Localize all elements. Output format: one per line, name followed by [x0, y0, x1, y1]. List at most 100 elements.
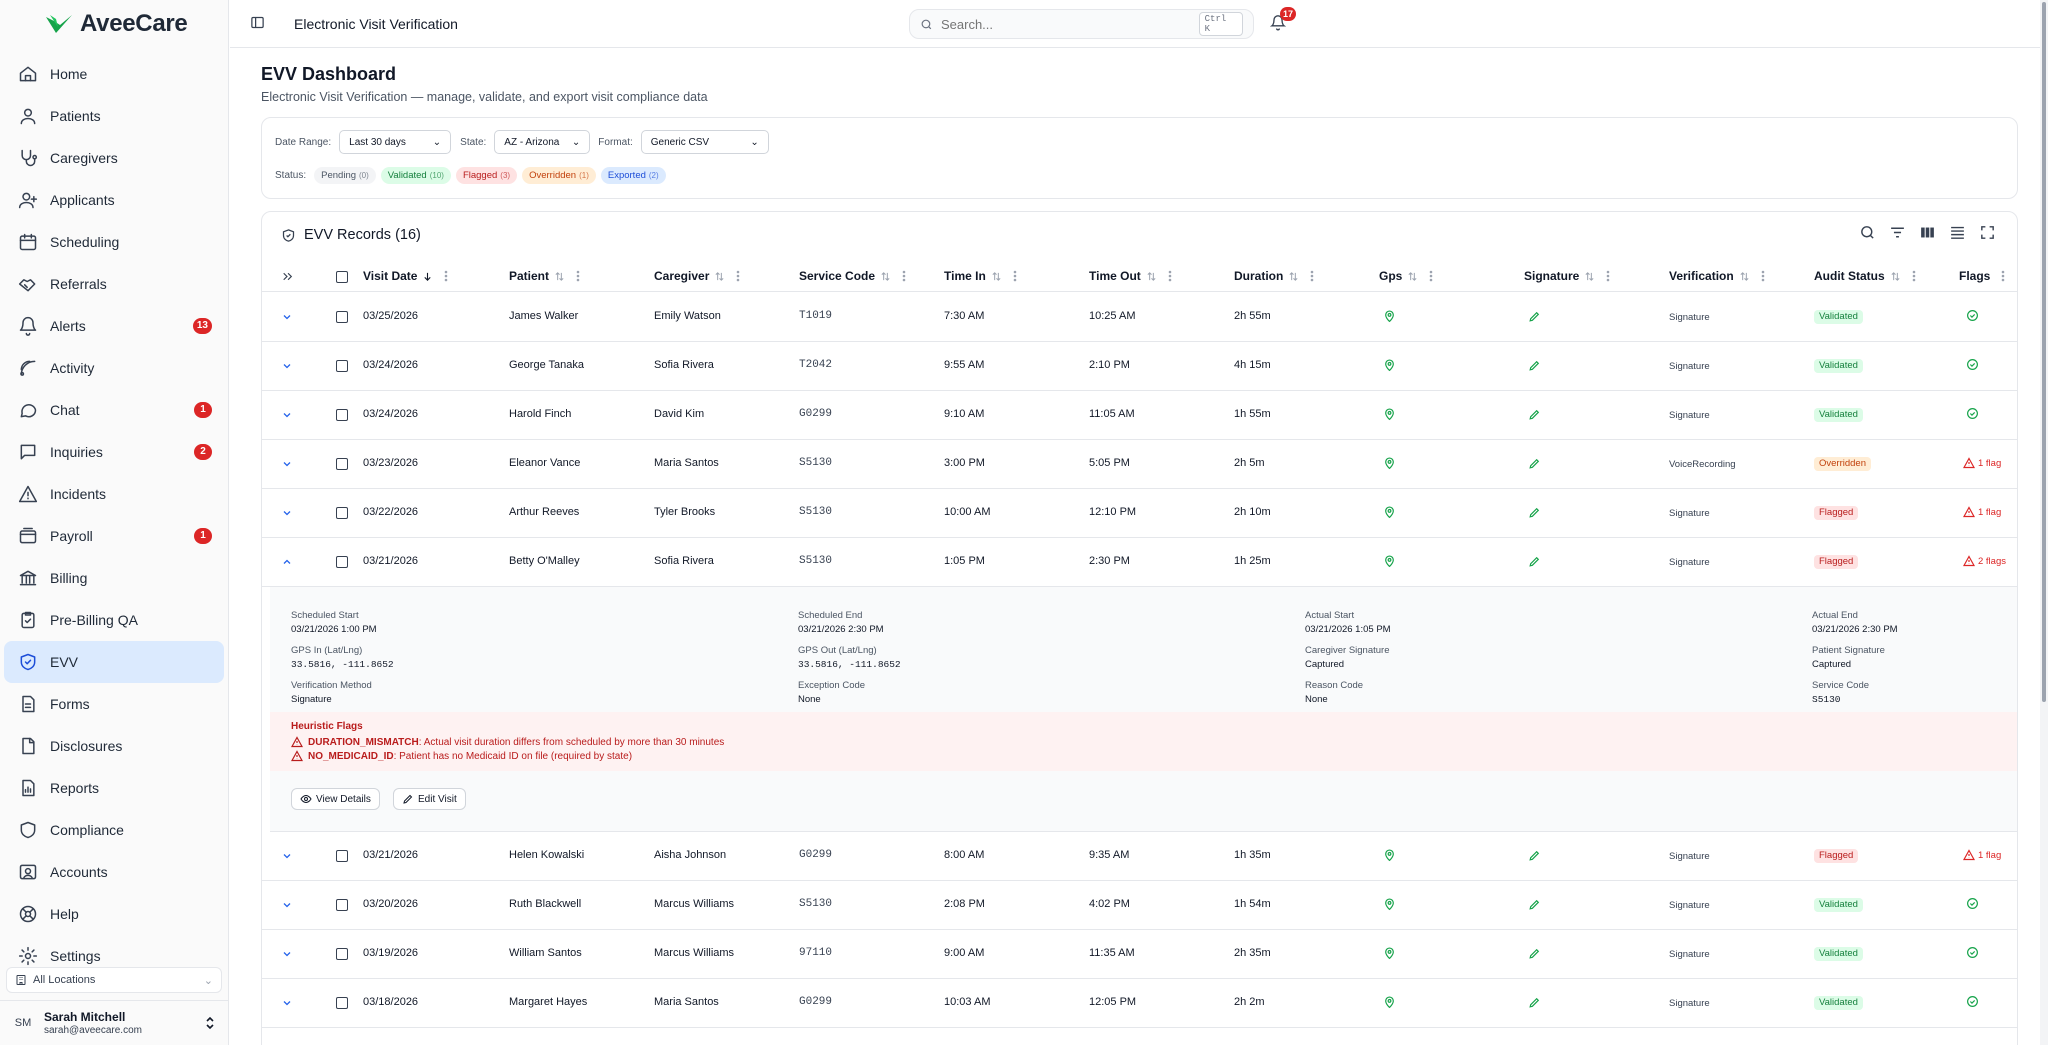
search-input[interactable] [940, 16, 1191, 32]
expand-row-icon[interactable] [281, 311, 293, 323]
caregiver-name[interactable]: Marcus Williams [654, 898, 735, 910]
column-header-flags[interactable]: Flags [1959, 269, 2005, 283]
sidebar-item-applicants[interactable]: Applicants [4, 179, 224, 221]
sidebar-item-payroll[interactable]: Payroll 1 [4, 515, 224, 557]
sort-icon[interactable] [714, 271, 725, 282]
scrollbar-thumb[interactable] [2042, 2, 2046, 702]
column-header-patient[interactable]: Patient [509, 269, 580, 283]
sidebar-item-pre-billing-qa[interactable]: Pre-Billing QA [4, 599, 224, 641]
table-row[interactable]: 03/24/2026 George Tanaka Sofia Rivera T2042… [262, 342, 2017, 391]
sidebar-item-incidents[interactable]: Incidents [4, 473, 224, 515]
row-checkbox[interactable] [336, 948, 348, 960]
row-checkbox[interactable] [336, 850, 348, 862]
patient-name[interactable]: Betty O'Malley [509, 555, 580, 567]
column-header-verification[interactable]: Verification [1669, 269, 1765, 283]
search-icon[interactable] [1859, 224, 1876, 241]
sort-icon[interactable] [1146, 271, 1157, 282]
status-filter-flagged[interactable]: Flagged (3) [455, 167, 518, 184]
column-header-visit-date[interactable]: Visit Date [363, 269, 448, 283]
patient-name[interactable]: William Santos [509, 947, 582, 959]
row-checkbox[interactable] [336, 409, 348, 421]
caregiver-name[interactable]: Marcus Williams [654, 947, 735, 959]
sort-icon[interactable] [1739, 271, 1750, 282]
sidebar-item-activity[interactable]: Activity [4, 347, 224, 389]
column-header-time-out[interactable]: Time Out [1089, 269, 1172, 283]
row-checkbox[interactable] [336, 458, 348, 470]
column-header-gps[interactable]: Gps [1379, 269, 1433, 283]
caregiver-name[interactable]: Tyler Brooks [654, 506, 716, 518]
caregiver-name[interactable]: Maria Santos [654, 996, 719, 1008]
row-checkbox[interactable] [336, 997, 348, 1009]
sidebar-item-disclosures[interactable]: Disclosures [4, 725, 224, 767]
caregiver-name[interactable]: Sofia Rivera [654, 555, 714, 567]
table-row[interactable]: 03/22/2026 Arthur Reeves Tyler Brooks S5130… [262, 489, 2017, 538]
select-all-checkbox[interactable] [336, 271, 348, 283]
status-filter-exported[interactable]: Exported (2) [600, 167, 666, 184]
caregiver-name[interactable]: Maria Santos [654, 457, 719, 469]
format-select[interactable]: Generic CSV ⌄ [640, 130, 769, 154]
patient-name[interactable]: Eleanor Vance [509, 457, 581, 469]
table-row[interactable]: 03/21/2026 Betty O'Malley Sofia Rivera S513… [262, 538, 2017, 587]
row-checkbox[interactable] [336, 311, 348, 323]
fullscreen-icon[interactable] [1979, 224, 1996, 241]
column-header-signature[interactable]: Signature [1524, 269, 1610, 283]
table-row[interactable]: 03/24/2026 Harold Finch David Kim G0299 9:10… [262, 391, 2017, 440]
status-filter-validated[interactable]: Validated (10) [380, 167, 451, 184]
status-filter-pending[interactable]: Pending (0) [314, 167, 376, 184]
column-menu-icon[interactable] [1013, 270, 1017, 282]
sort-icon[interactable] [1584, 271, 1595, 282]
sort-icon[interactable] [554, 271, 565, 282]
flags-count[interactable]: 2 flags [1963, 555, 2006, 567]
sidebar-item-settings[interactable]: Settings [4, 935, 224, 977]
caregiver-name[interactable]: Emily Watson [654, 310, 721, 322]
sidebar-item-billing[interactable]: Billing [4, 557, 224, 599]
table-row[interactable]: 03/23/2026 Eleanor Vance Maria Santos S5130… [262, 440, 2017, 489]
expand-row-icon[interactable] [281, 997, 293, 1009]
flags-count[interactable]: 1 flag [1963, 506, 2001, 518]
status-filter-overridden[interactable]: Overridden (1) [522, 167, 596, 184]
logo[interactable]: AveeCare [44, 10, 188, 38]
column-header-time-in[interactable]: Time In [944, 269, 1017, 283]
column-menu-icon[interactable] [1761, 270, 1765, 282]
search-box[interactable]: Ctrl K [909, 9, 1254, 39]
column-menu-icon[interactable] [576, 270, 580, 282]
sort-icon[interactable] [1890, 271, 1901, 282]
sidebar-item-referrals[interactable]: Referrals [4, 263, 224, 305]
caregiver-name[interactable]: Sofia Rivera [654, 359, 714, 371]
column-menu-icon[interactable] [902, 270, 906, 282]
patient-name[interactable]: George Tanaka [509, 359, 585, 371]
patient-name[interactable]: Harold Finch [509, 408, 572, 420]
row-checkbox[interactable] [336, 360, 348, 372]
column-menu-icon[interactable] [2001, 270, 2005, 282]
column-header-audit-status[interactable]: Audit Status [1814, 269, 1916, 283]
sidebar-item-inquiries[interactable]: Inquiries 2 [4, 431, 224, 473]
caregiver-name[interactable]: Aisha Johnson [654, 849, 727, 861]
columns-icon[interactable] [1919, 224, 1936, 241]
sidebar-item-scheduling[interactable]: Scheduling [4, 221, 224, 263]
patient-name[interactable]: Margaret Hayes [509, 996, 588, 1008]
flags-count[interactable]: 1 flag [1963, 457, 2001, 469]
sidebar-item-patients[interactable]: Patients [4, 95, 224, 137]
sidebar-item-chat[interactable]: Chat 1 [4, 389, 224, 431]
table-row[interactable]: 03/20/2026 Ruth Blackwell Marcus Williams S… [262, 881, 2017, 930]
patient-name[interactable]: Arthur Reeves [509, 506, 580, 518]
expand-row-icon[interactable] [281, 458, 293, 470]
table-row[interactable]: 03/21/2026 Helen Kowalski Aisha Johnson G02… [262, 832, 2017, 881]
density-icon[interactable] [1949, 224, 1966, 241]
sort-icon[interactable] [1407, 271, 1418, 282]
view-details-button[interactable]: View Details [291, 788, 380, 810]
column-header-caregiver[interactable]: Caregiver [654, 269, 740, 283]
row-checkbox[interactable] [336, 507, 348, 519]
table-row[interactable]: 03/19/2026 William Santos Marcus Williams 9… [262, 930, 2017, 979]
expand-row-icon[interactable] [281, 507, 293, 519]
sidebar-item-evv[interactable]: EVV [4, 641, 224, 683]
date-range-select[interactable]: Last 30 days ⌄ [339, 130, 452, 154]
filter-icon[interactable] [1889, 224, 1906, 241]
patient-name[interactable]: James Walker [509, 310, 579, 322]
column-menu-icon[interactable] [1310, 270, 1314, 282]
expand-row-icon[interactable] [281, 409, 293, 421]
column-menu-icon[interactable] [1606, 270, 1610, 282]
sidebar-item-compliance[interactable]: Compliance [4, 809, 224, 851]
expand-row-icon[interactable] [281, 899, 293, 911]
sidebar-item-home[interactable]: Home [4, 53, 224, 95]
